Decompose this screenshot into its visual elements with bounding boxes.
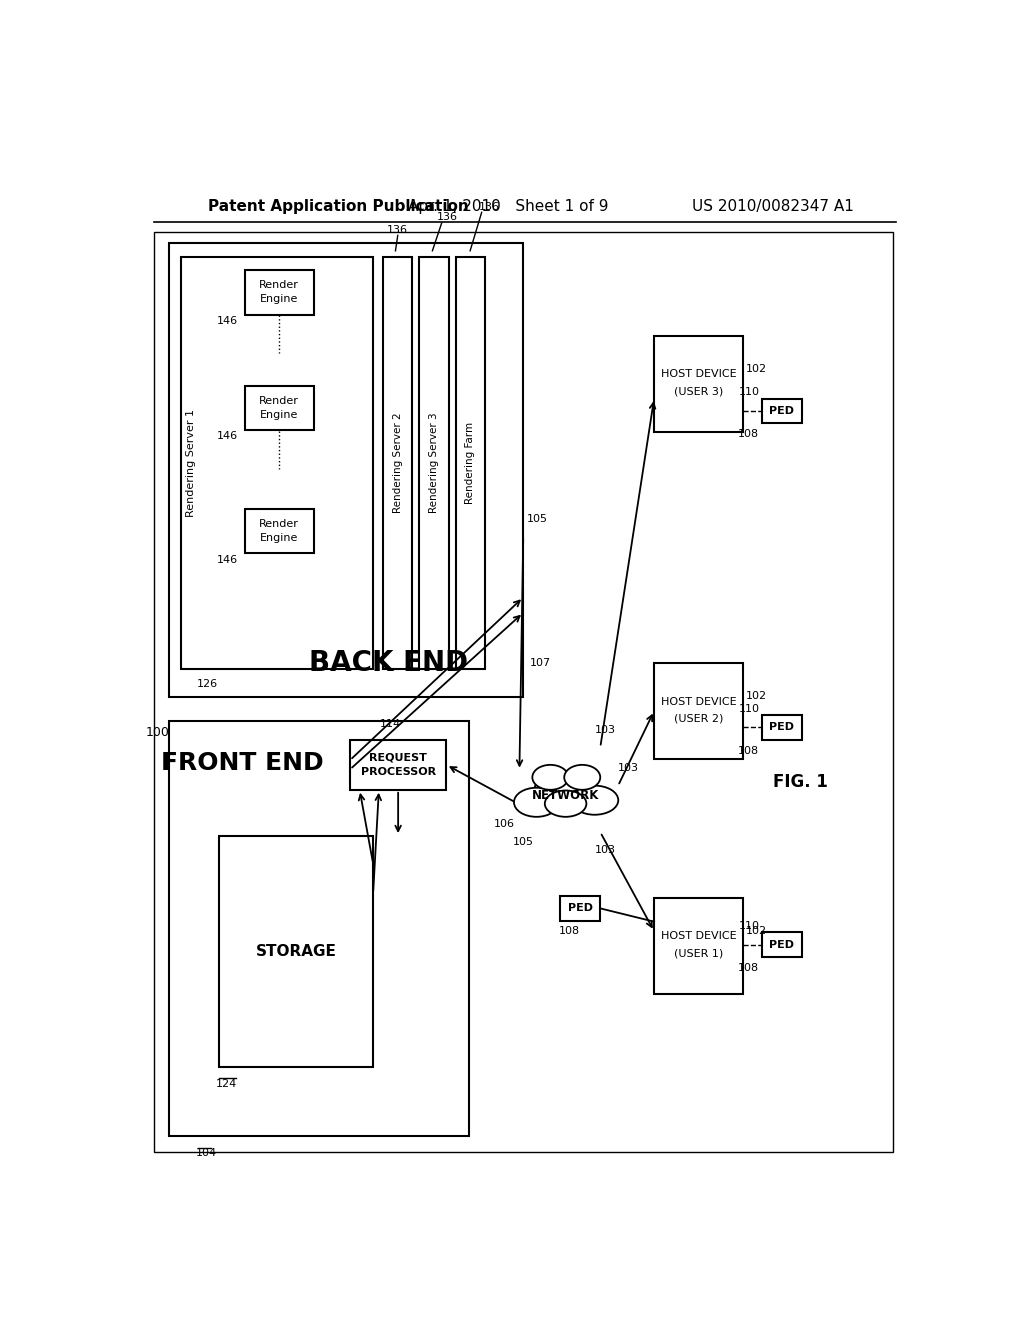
Text: STORAGE: STORAGE (256, 944, 337, 960)
Bar (654, 663, 742, 759)
Text: Render: Render (259, 519, 299, 529)
Text: PED: PED (769, 407, 795, 416)
Ellipse shape (535, 771, 597, 809)
Bar (245, 271, 313, 314)
Ellipse shape (545, 791, 587, 817)
Text: 110: 110 (738, 388, 760, 397)
Text: 102: 102 (746, 692, 767, 701)
Bar (654, 898, 742, 994)
Bar (762, 715, 802, 739)
Text: Patent Application Publication: Patent Application Publication (208, 198, 468, 214)
Text: HOST DEVICE: HOST DEVICE (660, 697, 736, 706)
Text: (USER 1): (USER 1) (674, 949, 723, 958)
Text: BACK END: BACK END (309, 648, 468, 677)
Bar (350, 739, 446, 789)
Text: US 2010/0082347 A1: US 2010/0082347 A1 (692, 198, 854, 214)
Text: PED: PED (769, 722, 795, 733)
Text: 103: 103 (595, 845, 616, 855)
Ellipse shape (564, 764, 600, 789)
Text: NETWORK: NETWORK (531, 789, 599, 803)
Text: 108: 108 (737, 746, 759, 755)
Text: HOST DEVICE: HOST DEVICE (660, 932, 736, 941)
Ellipse shape (514, 788, 559, 817)
Bar (419, 257, 449, 669)
Text: Rendering Server 2: Rendering Server 2 (393, 413, 402, 513)
Text: Engine: Engine (260, 533, 298, 543)
Text: FIG. 1: FIG. 1 (773, 774, 827, 791)
Text: (USER 2): (USER 2) (674, 714, 723, 723)
Text: 146: 146 (217, 432, 239, 441)
Bar (169, 721, 469, 1137)
Text: 108: 108 (559, 927, 580, 936)
Bar (762, 932, 802, 957)
Text: HOST DEVICE: HOST DEVICE (660, 370, 736, 379)
Text: (USER 3): (USER 3) (674, 387, 723, 396)
Bar (180, 257, 373, 669)
Text: 110: 110 (738, 704, 760, 714)
Text: Render: Render (259, 280, 299, 290)
Text: 104: 104 (196, 1148, 217, 1158)
Text: 102: 102 (746, 364, 767, 374)
Text: 136: 136 (479, 202, 500, 213)
Text: 114: 114 (380, 719, 401, 730)
Text: PROCESSOR: PROCESSOR (360, 767, 435, 777)
Text: PED: PED (567, 903, 593, 913)
Ellipse shape (532, 764, 568, 789)
Text: 110: 110 (738, 921, 760, 931)
Text: 136: 136 (387, 224, 409, 235)
Text: 108: 108 (737, 962, 759, 973)
Text: Rendering Server 3: Rendering Server 3 (429, 413, 439, 513)
Text: Rendering Server 1: Rendering Server 1 (186, 409, 197, 517)
Text: 105: 105 (526, 513, 548, 524)
Bar (654, 335, 742, 432)
Text: 105: 105 (513, 837, 534, 847)
Text: Render: Render (259, 396, 299, 407)
Text: Engine: Engine (260, 294, 298, 305)
Text: 126: 126 (197, 680, 218, 689)
Text: PED: PED (769, 940, 795, 949)
Ellipse shape (571, 785, 618, 814)
Text: Engine: Engine (260, 409, 298, 420)
Text: FRONT END: FRONT END (161, 751, 324, 775)
Text: 107: 107 (529, 657, 551, 668)
Bar (245, 508, 313, 553)
Text: REQUEST: REQUEST (370, 752, 427, 762)
Bar (762, 399, 802, 424)
Bar (219, 836, 373, 1067)
Text: 102: 102 (746, 927, 767, 936)
Text: Apr. 1, 2010   Sheet 1 of 9: Apr. 1, 2010 Sheet 1 of 9 (408, 198, 608, 214)
Text: 136: 136 (437, 213, 459, 222)
Bar (383, 257, 413, 669)
Text: 106: 106 (494, 820, 514, 829)
Bar (169, 243, 523, 697)
Text: Rendering Farm: Rendering Farm (465, 422, 475, 504)
Text: 103: 103 (618, 763, 639, 774)
Bar (456, 257, 484, 669)
Text: 146: 146 (217, 315, 239, 326)
Text: 108: 108 (737, 429, 759, 440)
Bar (245, 385, 313, 430)
Text: 146: 146 (217, 554, 239, 565)
Text: 100: 100 (145, 726, 169, 739)
Text: 103: 103 (595, 725, 616, 735)
Bar (560, 896, 600, 921)
Text: 124: 124 (216, 1078, 238, 1089)
